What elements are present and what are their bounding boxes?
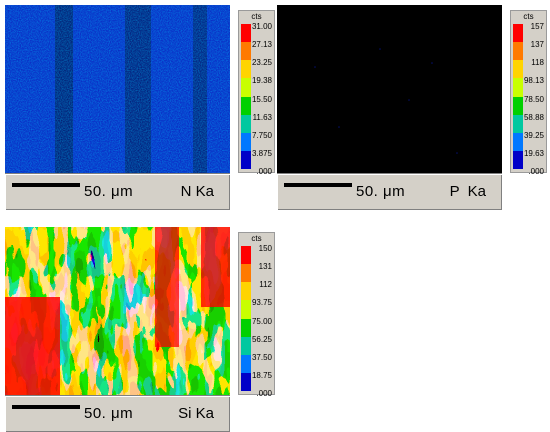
scale-label: 50. μm [84, 405, 134, 422]
legend-color-band [241, 336, 251, 355]
legend-tick-label: 15.50 [251, 94, 272, 104]
color-legend-p: cts 157 137 118 98.13 78.50 58.88 39.25 19.63 .0… [510, 10, 547, 176]
map-image-p [277, 5, 502, 173]
legend-ticks: 31.00 27.13 23.25 19.38 15.50 11.63 7.750 3.875… [251, 22, 274, 176]
legend-color-band [513, 132, 523, 151]
legend-color-band [513, 150, 523, 169]
legend-tick-label: 56.25 [251, 334, 272, 344]
scale-label: 50. μm [84, 183, 134, 200]
map-footer-p: 50. μm P Ka [277, 173, 502, 210]
legend-color-band [241, 246, 251, 265]
legend-tick-label: 58.88 [523, 112, 544, 122]
legend-color-band [513, 24, 523, 43]
legend-tick-label: 93.75 [251, 298, 272, 308]
legend-tick-label: 112 [259, 280, 272, 290]
legend-color-band [513, 78, 523, 97]
elemental-map-n [5, 5, 230, 173]
legend-color-band [241, 318, 251, 337]
legend-tick-label: 98.13 [523, 76, 544, 86]
legend-color-band [241, 372, 251, 391]
legend-color-band [241, 60, 251, 79]
legend-color-band [241, 24, 251, 43]
legend-tick-label: 19.38 [251, 76, 272, 86]
legend-tick-label: .000 [528, 167, 544, 176]
color-legend-si: cts 150 131 112 93.75 75.00 56.25 37.50 18.75 .0… [238, 232, 275, 398]
legend-color-strip [241, 246, 251, 391]
scale-bar [12, 183, 80, 187]
map-image-si [5, 227, 230, 395]
legend-color-band [241, 42, 251, 61]
legend-color-band [513, 42, 523, 61]
legend-tick-label: .000 [256, 389, 272, 398]
scale-bar [12, 405, 80, 409]
elemental-map-p [277, 5, 502, 173]
legend-tick-label: 150 [258, 244, 272, 253]
color-legend-n: cts 31.00 27.13 23.25 19.38 15.50 11.63 7.750 3… [238, 10, 275, 176]
legend-tick-label: 78.50 [523, 94, 544, 104]
legend-tick-label: 31.00 [251, 22, 272, 31]
legend-tick-label: 7.750 [251, 130, 272, 140]
legend-color-band [513, 60, 523, 79]
legend-color-strip [513, 24, 523, 169]
legend-tick-label: 75.00 [251, 316, 272, 326]
legend-tick-label: .000 [256, 167, 272, 176]
legend-color-band [241, 354, 251, 373]
legend-tick-label: 118 [531, 58, 544, 68]
legend-tick-label: 39.25 [523, 130, 544, 140]
legend-tick-label: 157 [530, 22, 544, 31]
legend-tick-label: 19.63 [523, 148, 544, 158]
legend-ticks: 150 131 112 93.75 75.00 56.25 37.50 18.75 .000 [251, 244, 274, 398]
legend-color-band [241, 150, 251, 169]
legend-title: cts [523, 12, 534, 21]
legend-color-band [241, 300, 251, 319]
legend-tick-label: 11.63 [252, 112, 272, 122]
element-label: Si Ka [178, 405, 214, 422]
legend-color-band [241, 132, 251, 151]
legend-tick-label: 27.13 [251, 40, 272, 50]
legend-tick-label: 3.875 [251, 148, 272, 158]
legend-color-band [513, 114, 523, 133]
map-footer-si: 50. μm Si Ka [5, 395, 230, 432]
map-image-n [5, 5, 230, 173]
legend-color-band [513, 96, 523, 115]
legend-color-band [241, 282, 251, 301]
elemental-map-si [5, 227, 230, 395]
map-footer-n: 50. μm N Ka [5, 173, 230, 210]
legend-title: cts [251, 234, 262, 243]
legend-tick-label: 37.50 [251, 352, 272, 362]
legend-tick-label: 23.25 [251, 58, 272, 68]
legend-color-band [241, 114, 251, 133]
legend-color-band [241, 78, 251, 97]
element-label: N Ka [180, 183, 214, 200]
legend-tick-label: 137 [530, 40, 544, 50]
legend-tick-label: 18.75 [251, 370, 272, 380]
element-label: P Ka [449, 183, 486, 200]
legend-color-band [241, 264, 251, 283]
scale-label: 50. μm [356, 183, 406, 200]
legend-ticks: 157 137 118 98.13 78.50 58.88 39.25 19.63 .000 [523, 22, 546, 176]
legend-color-strip [241, 24, 251, 169]
legend-tick-label: 131 [258, 262, 272, 272]
legend-color-band [241, 96, 251, 115]
scale-bar [284, 183, 352, 187]
legend-title: cts [251, 12, 262, 21]
